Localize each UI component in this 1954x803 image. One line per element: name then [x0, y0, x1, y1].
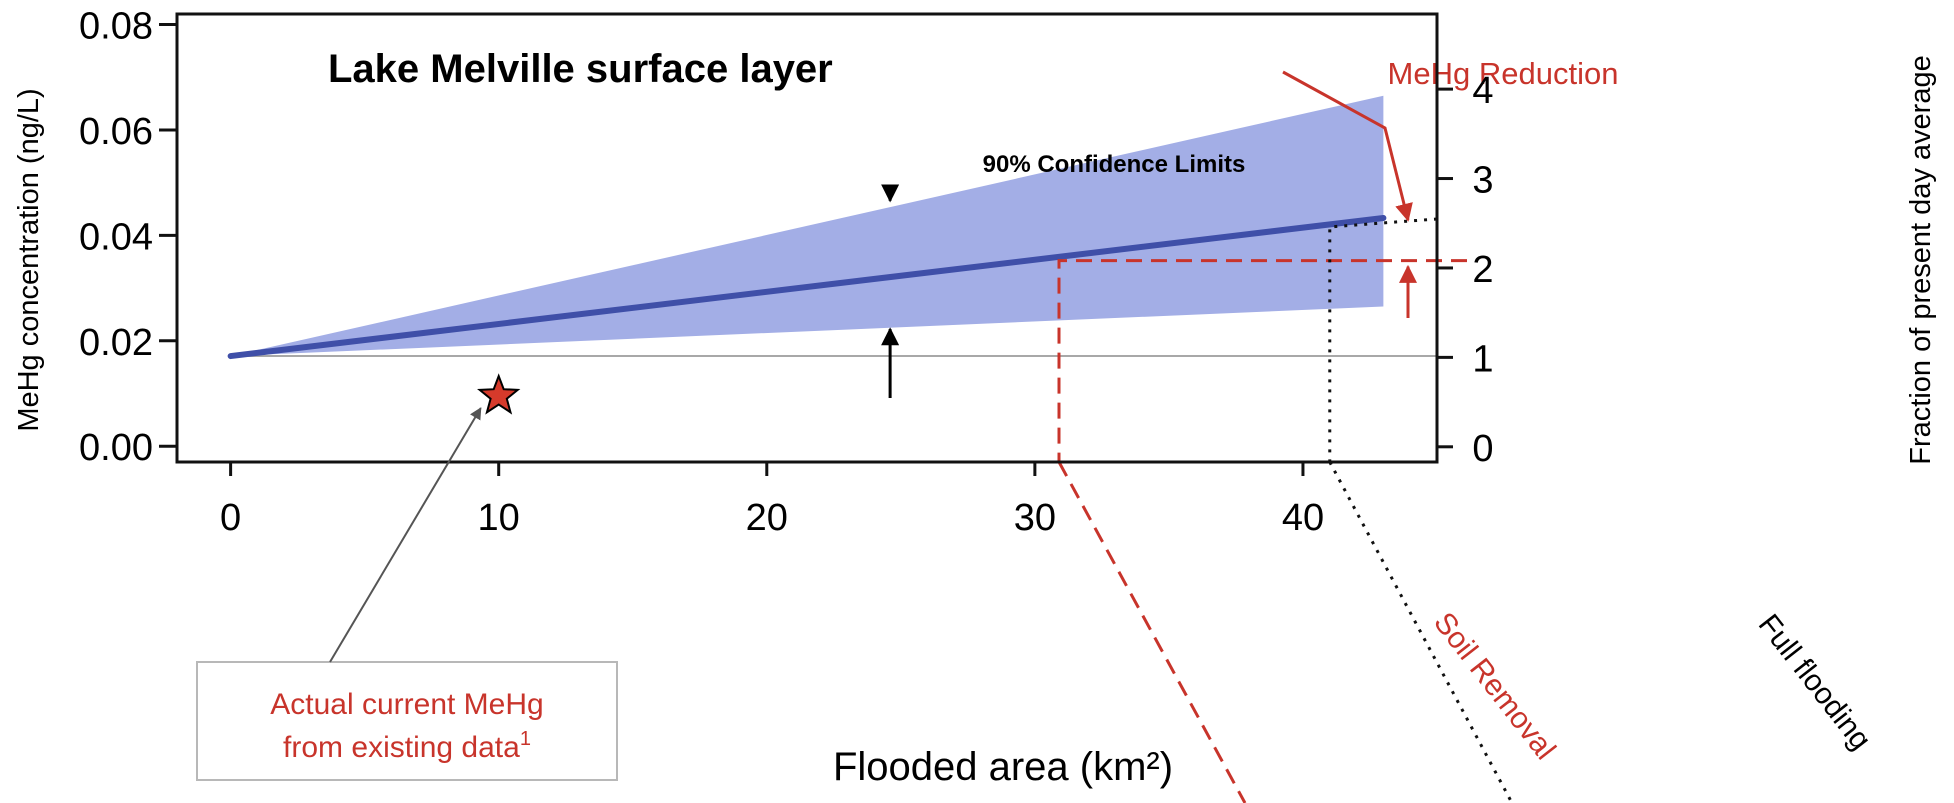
x-tick-label-20: 20	[746, 497, 788, 539]
y2-tick-label-4: 4	[1472, 70, 1493, 112]
soil-removal-leader	[1057, 461, 1247, 803]
y2-tick-label-2: 2	[1472, 249, 1493, 291]
full-flooding-label: Full flooding	[1752, 608, 1878, 756]
confidence-band	[230, 95, 1384, 357]
mean-trend-line	[227, 214, 1387, 360]
y-tick-label-0: 0.00	[79, 427, 153, 469]
y-tick-label-2: 0.04	[79, 216, 153, 258]
x-axis-label: Flooded area (km²)	[833, 745, 1173, 789]
y2-tick-label-3: 3	[1472, 160, 1493, 202]
reduction-arrow-down	[1282, 70, 1413, 222]
footnote-marker: 1	[520, 728, 531, 750]
callout-leader-arrow	[329, 407, 482, 663]
y2-tick-label-1: 1	[1472, 338, 1493, 380]
y-axis-label: MeHg concentration (ng/L)	[13, 88, 45, 431]
y2-tick-label-0: 0	[1472, 428, 1493, 470]
current-mehg-callout-line1: Actual current MeHg	[270, 688, 543, 721]
x-tick-label-30: 30	[1014, 497, 1056, 539]
x-tick-label-0: 0	[220, 497, 241, 539]
x-tick-label-10: 10	[478, 497, 520, 539]
soil-removal-label: Soil Removal	[1427, 606, 1562, 766]
full-flooding-leader	[1328, 461, 1514, 803]
current-mehg-point	[477, 373, 521, 415]
current-mehg-callout-line2: from existing data1	[283, 728, 531, 764]
x-tick-label-40: 40	[1282, 497, 1324, 539]
current-mehg-callout-box	[196, 661, 618, 781]
confidence-limits-label: 90% Confidence Limits	[983, 151, 1246, 178]
y-tick-label-1: 0.02	[79, 322, 153, 364]
y-tick-label-3: 0.06	[79, 111, 153, 153]
y-tick-label-4: 0.08	[79, 6, 153, 48]
y2-axis-label: Fraction of present day average	[1905, 55, 1937, 464]
plot-frame	[175, 12, 1439, 464]
chart-title: Lake Melville surface layer	[328, 47, 833, 91]
mehg-reduction-label: MeHg Reduction	[1388, 56, 1619, 91]
